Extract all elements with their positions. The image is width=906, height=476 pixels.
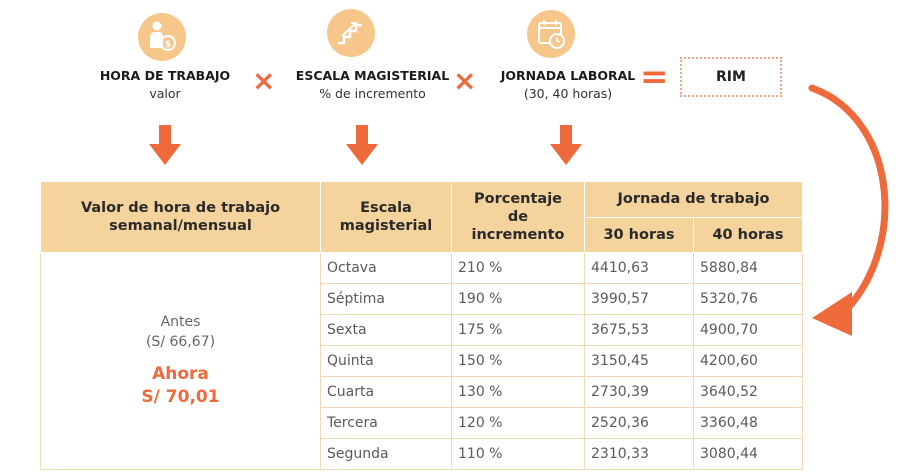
h30-cell: 3675,53 — [584, 314, 694, 346]
header-escala: Escala magisterial — [320, 181, 452, 253]
antes-label: Antes — [160, 314, 201, 331]
hora-title: HORA DE TRABAJO — [99, 68, 231, 83]
escala-cell: Sexta — [320, 314, 452, 346]
escala-cell: Segunda — [320, 438, 452, 470]
stairs-icon — [327, 9, 375, 57]
table-row: Séptima 190 % 3990,57 5320,76 — [41, 283, 803, 315]
h40-cell: 4200,60 — [693, 345, 803, 377]
down-arrow-icon — [346, 125, 378, 165]
pct-cell: 210 % — [451, 252, 585, 284]
svg-text:$: $ — [165, 40, 171, 50]
escala-cell: Tercera — [320, 407, 452, 439]
table-row: Sexta 175 % 3675,53 4900,70 — [41, 314, 803, 346]
h40-cell: 3640,52 — [693, 376, 803, 408]
h40-cell: 4900,70 — [693, 314, 803, 346]
pct-cell: 110 % — [451, 438, 585, 470]
h30-cell: 2310,33 — [584, 438, 694, 470]
hora-label: HORA DE TRABAJO valor — [90, 68, 240, 101]
down-arrow-icon — [149, 125, 181, 165]
header-jornada: Jornada de trabajo — [584, 181, 803, 218]
hora-sub: valor — [149, 86, 181, 101]
rim-result-box: RIM — [680, 57, 782, 97]
escala-cell: Séptima — [320, 283, 452, 315]
pct-cell: 190 % — [451, 283, 585, 315]
h30-cell: 3990,57 — [584, 283, 694, 315]
escala-cell: Quinta — [320, 345, 452, 377]
h30-cell: 4410,63 — [584, 252, 694, 284]
ahora-label: Ahora — [152, 363, 209, 384]
table-row: Antes (S/ 66,67) Ahora S/ 70,01 Octava 2… — [40, 252, 803, 470]
down-arrow-icon — [550, 125, 582, 165]
curved-arrow-icon — [808, 84, 889, 336]
jornada-label: JORNADA LABORAL (30, 40 horas) — [493, 68, 643, 101]
person-money-icon: $ — [138, 13, 186, 61]
h40-cell: 5320,76 — [693, 283, 803, 315]
escala-cell: Octava — [320, 252, 452, 284]
ahora-value: S/ 70,01 — [141, 386, 220, 407]
h40-cell: 3360,48 — [693, 407, 803, 439]
pct-cell: 120 % — [451, 407, 585, 439]
header-30-horas: 30 horas — [584, 217, 694, 253]
jornada-title: JORNADA LABORAL — [500, 68, 636, 83]
times-operator-2: × — [453, 64, 477, 97]
table-row: Segunda 110 % 2310,33 3080,44 — [41, 438, 803, 470]
escala-label: ESCALA MAGISTERIAL % de incremento — [290, 68, 455, 101]
valor-cell: Antes (S/ 66,67) Ahora S/ 70,01 — [40, 252, 321, 470]
escala-cell: Cuarta — [320, 376, 452, 408]
antes-value: (S/ 66,67) — [145, 334, 216, 351]
h30-cell: 2520,36 — [584, 407, 694, 439]
jornada-sub: (30, 40 horas) — [523, 86, 613, 101]
h40-cell: 5880,84 — [693, 252, 803, 284]
header-porcentaje: Porcentaje de incremento — [451, 181, 585, 253]
times-operator-1: × — [252, 64, 276, 97]
h30-cell: 2730,39 — [584, 376, 694, 408]
h40-cell: 3080,44 — [693, 438, 803, 470]
escala-title: ESCALA MAGISTERIAL — [295, 68, 450, 83]
calendar-clock-icon — [527, 10, 575, 58]
pct-cell: 175 % — [451, 314, 585, 346]
pct-cell: 150 % — [451, 345, 585, 377]
header-valor: Valor de hora de trabajo semanal/mensual — [40, 181, 321, 253]
escala-sub: % de incremento — [319, 86, 426, 101]
h30-cell: 3150,45 — [584, 345, 694, 377]
rim-table: Valor de hora de trabajo semanal/mensual… — [40, 181, 803, 470]
header-40-horas: 40 horas — [693, 217, 803, 253]
table-row: Quinta 150 % 3150,45 4200,60 — [41, 345, 803, 377]
pct-cell: 130 % — [451, 376, 585, 408]
equals-operator: = — [640, 57, 669, 97]
